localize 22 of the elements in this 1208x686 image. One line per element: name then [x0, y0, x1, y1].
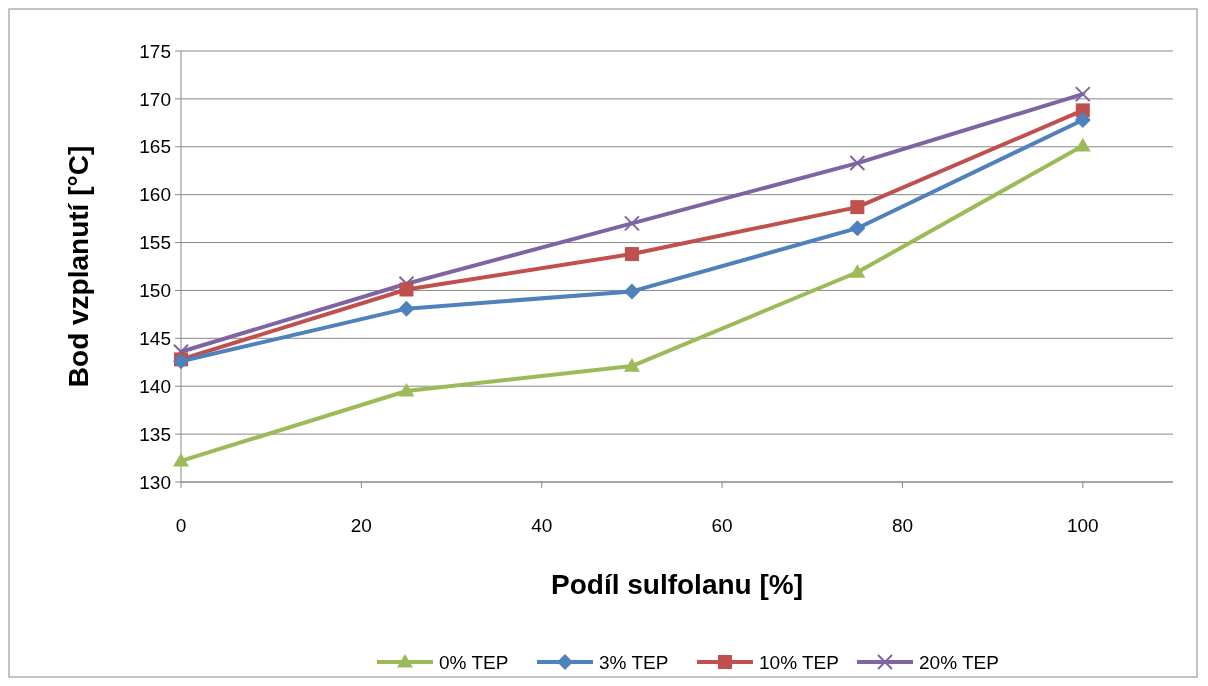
y-tick-label: 135 [139, 423, 171, 445]
y-tick-label: 145 [139, 327, 171, 349]
legend-label: 3% TEP [599, 651, 669, 673]
x-tick-label: 60 [711, 515, 733, 536]
y-axis-title: Bod vzplanutí [°C] [63, 145, 94, 388]
y-tick-label: 160 [139, 184, 171, 206]
y-tick-label: 155 [139, 232, 171, 254]
y-tick-label: 175 [139, 40, 171, 62]
legend-label: 10% TEP [759, 651, 839, 673]
y-tick-label: 165 [139, 136, 171, 158]
x-tick-label: 40 [531, 515, 553, 536]
x-tick-label: 80 [891, 515, 914, 536]
y-tick-label: 140 [139, 375, 171, 397]
x-axis-title: Podíl sulfolanu [%] [551, 569, 803, 600]
x-tick-label: 100 [1066, 515, 1099, 536]
legend-label: 0% TEP [439, 651, 509, 673]
x-tick-label: 0 [175, 515, 187, 536]
legend-label: 20% TEP [919, 651, 999, 673]
x-tick-label: 20 [350, 515, 372, 536]
y-tick-label: 170 [139, 88, 171, 110]
y-tick-label: 130 [139, 471, 171, 493]
y-tick-label: 150 [139, 280, 171, 302]
